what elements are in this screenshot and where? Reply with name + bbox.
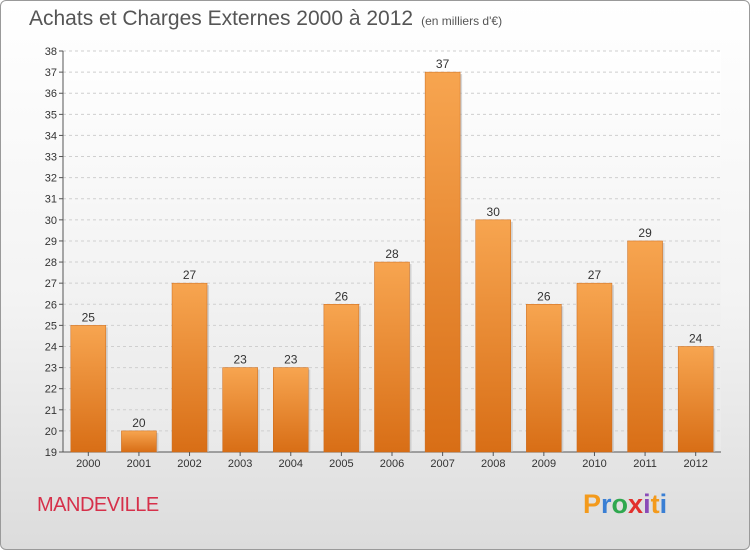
y-tick-label: 29: [45, 236, 57, 248]
data-label: 24: [689, 331, 703, 345]
data-label: 37: [436, 57, 450, 71]
bar: [222, 367, 258, 453]
logo-letter: r: [601, 489, 612, 519]
bar: [121, 430, 157, 453]
x-tick-label: 2000: [76, 458, 100, 470]
data-label: 26: [335, 289, 349, 303]
logo-letter: o: [611, 489, 629, 519]
data-label: 27: [588, 268, 602, 282]
y-tick-label: 19: [45, 447, 57, 459]
y-tick-label: 26: [45, 299, 57, 311]
y-tick-label: 38: [45, 46, 57, 58]
y-tick-label: 35: [45, 109, 57, 121]
bar: [677, 346, 714, 453]
data-label: 23: [233, 353, 247, 367]
y-tick-label: 28: [45, 257, 57, 269]
bar: [627, 240, 663, 453]
bar: [171, 282, 208, 453]
logo-letter: i: [643, 489, 651, 519]
data-label: 23: [284, 353, 298, 367]
plot-area: 19 20 21 22 23 24 25 26 27 28 29 30 31 32 33 34 35 36 37 38…: [45, 46, 721, 470]
bar: [323, 304, 360, 453]
y-tick-label: 33: [45, 152, 57, 164]
x-tick-label: 2001: [127, 458, 151, 470]
x-tick-label: 2008: [481, 458, 505, 470]
logo-letter: t: [650, 489, 660, 519]
bar: [576, 282, 613, 453]
title-text: Achats et Charges Externes 2000 à 2012: [29, 7, 414, 30]
logo-letter: x: [628, 489, 644, 519]
y-tick-label: 23: [45, 363, 57, 375]
x-tick-label: 2007: [430, 458, 454, 470]
y-tick-label: 31: [45, 194, 57, 206]
x-tick-label: 2005: [329, 458, 353, 470]
y-tick-label: 27: [45, 278, 57, 290]
bar: [424, 71, 461, 453]
chart-title: Achats et Charges Externes 2000 à 2012 (e…: [29, 7, 502, 31]
x-tick-label: 2004: [279, 458, 303, 470]
y-tick-label: 32: [45, 173, 57, 185]
data-label: 27: [183, 268, 197, 282]
bar: [475, 219, 511, 453]
x-tick-label: 2012: [683, 458, 707, 470]
x-tick-label: 2009: [532, 458, 556, 470]
y-tick-label: 36: [45, 88, 57, 100]
data-label: 26: [537, 289, 551, 303]
y-tick-label: 22: [45, 384, 57, 396]
y-tick-label: 34: [45, 130, 57, 142]
data-label: 29: [638, 226, 652, 240]
title-unit: (en milliers d'€): [421, 14, 503, 28]
bar: [70, 325, 107, 453]
x-tick-label: 2010: [582, 458, 606, 470]
y-tick-label: 21: [45, 405, 57, 417]
commune-name: MANDEVILLE: [37, 494, 159, 516]
y-tick-label: 37: [45, 67, 57, 79]
data-label: 25: [82, 310, 96, 324]
x-tick-label: 2003: [228, 458, 252, 470]
x-tick-label: 2011: [633, 458, 657, 470]
y-tick-label: 25: [45, 320, 57, 332]
x-tick-label: 2002: [177, 458, 201, 470]
y-tick-label: 30: [45, 215, 57, 227]
y-tick-label: 20: [45, 426, 57, 438]
bar: [374, 261, 410, 453]
data-label: 30: [487, 205, 501, 219]
y-tick-label: 24: [45, 341, 57, 353]
data-label: 20: [132, 416, 146, 430]
proxiti-logo: Proxiti: [583, 489, 667, 520]
logo-letter: i: [659, 489, 668, 519]
bar: [526, 304, 562, 453]
data-label: 28: [385, 247, 399, 261]
logo-letter: P: [583, 489, 602, 519]
bar: [273, 367, 309, 453]
x-tick-label: 2006: [380, 458, 404, 470]
